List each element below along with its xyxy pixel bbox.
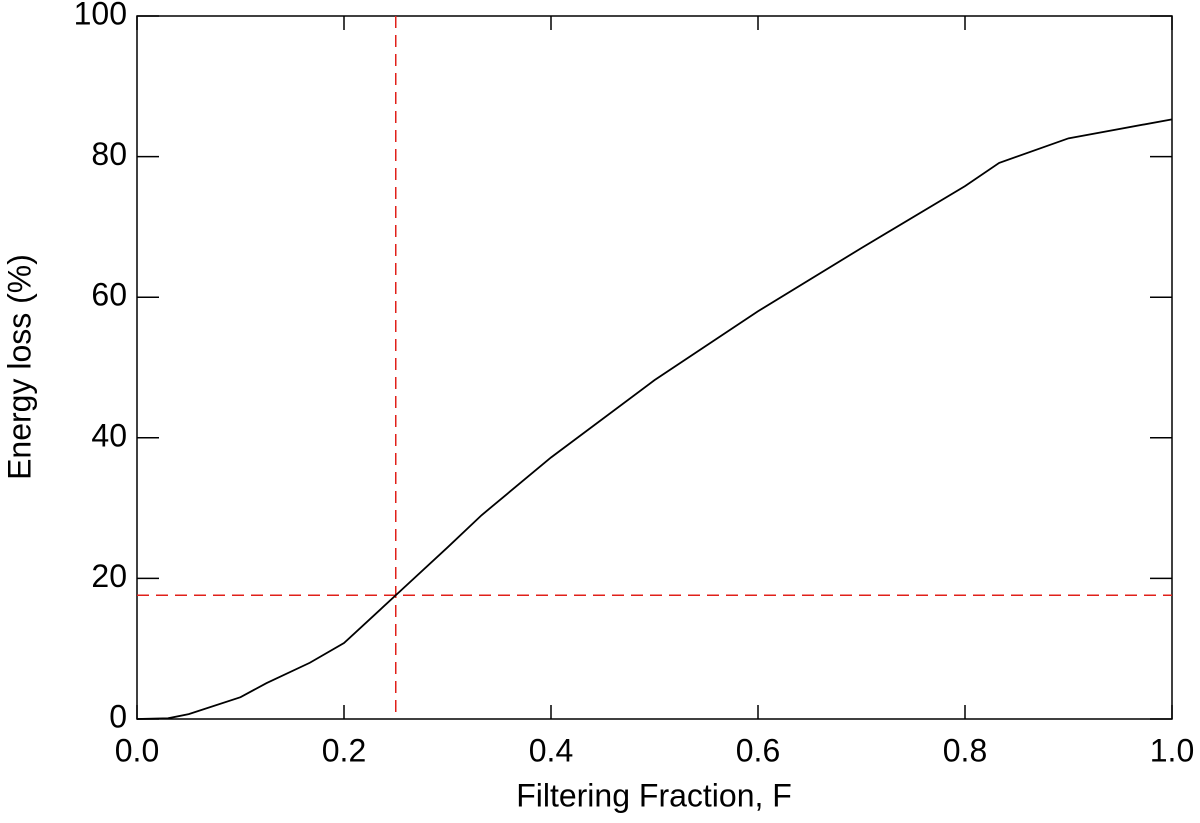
x-tick-label: 0.8 (943, 732, 987, 768)
x-tick-label: 0.6 (736, 732, 780, 768)
y-tick-label: 20 (91, 558, 127, 594)
data-line (136, 118, 1173, 720)
y-tick-label: 40 (91, 417, 127, 453)
y-axis-label: Energy loss (%) (1, 254, 37, 480)
plot-frame (136, 15, 1173, 720)
y-tick-label: 0 (109, 698, 127, 734)
x-tick-label: 0.2 (322, 732, 366, 768)
x-axis-label: Filtering Fraction, F (516, 777, 792, 813)
x-tick-label: 0.0 (115, 732, 159, 768)
x-tick-label: 1.0 (1150, 732, 1194, 768)
y-tick-label: 80 (91, 136, 127, 172)
x-tick-label: 0.4 (529, 732, 573, 768)
y-tick-label: 60 (91, 277, 127, 313)
y-tick-label: 100 (74, 0, 127, 31)
